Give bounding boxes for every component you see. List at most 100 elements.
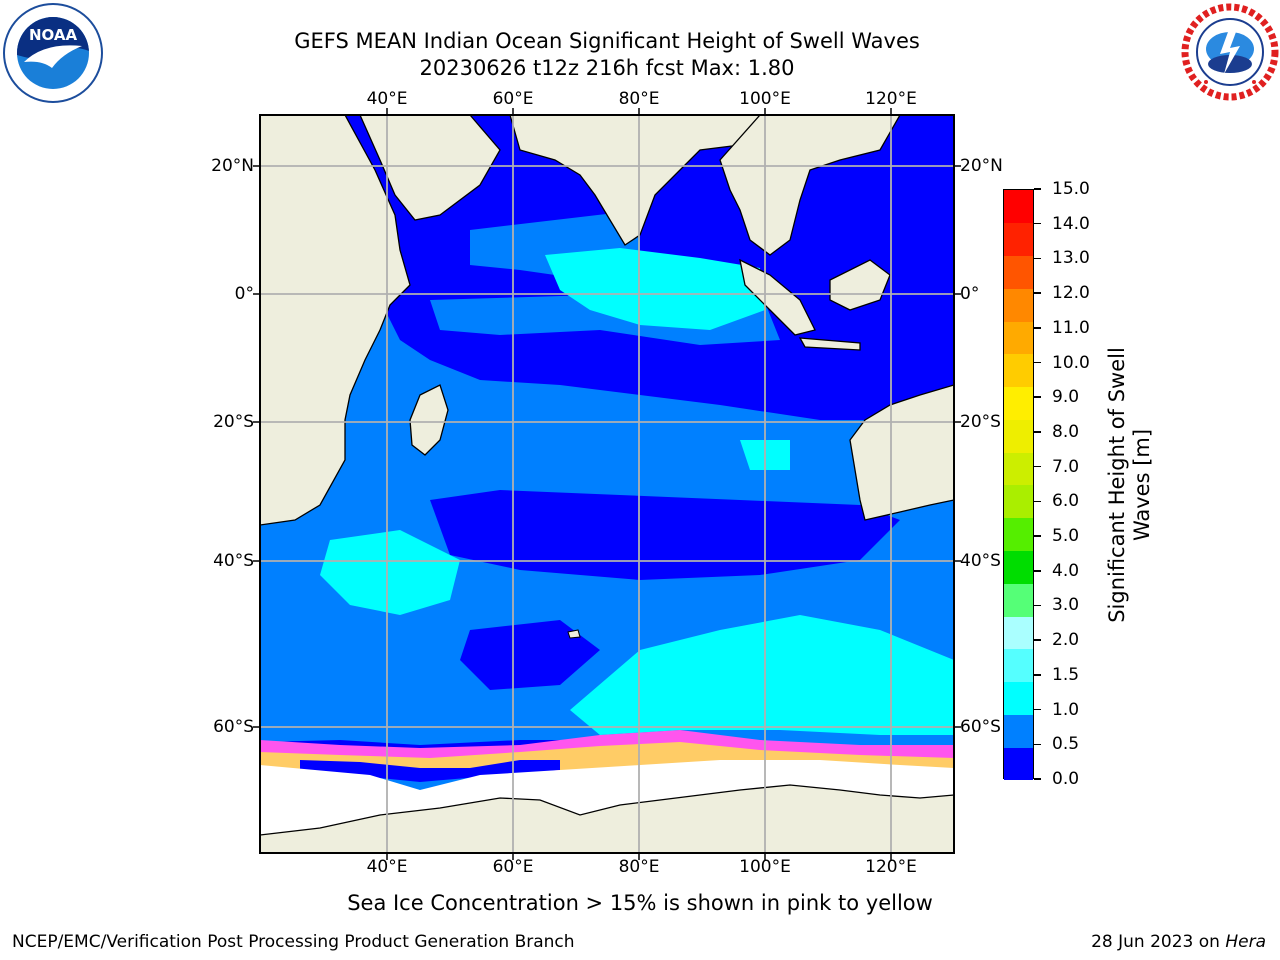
lon-label-bottom: 120°E — [865, 857, 917, 877]
credit-date-text: 28 Jun 2023 on — [1091, 932, 1226, 952]
colorbar-segment — [1004, 485, 1033, 519]
colorbar-tick-label: 2.0 — [1052, 630, 1080, 651]
colorbar-segment — [1004, 681, 1033, 715]
colorbar-tick-mark — [1034, 500, 1041, 503]
colorbar-segment — [1004, 648, 1033, 683]
land-australia — [849, 384, 954, 521]
swell-low-patch — [460, 620, 600, 690]
chart-title: GEFS MEAN Indian Ocean Significant Heigh… — [294, 29, 920, 53]
colorbar-tick-mark — [1034, 674, 1041, 676]
colorbar-label-line2: Waves [m] — [1130, 428, 1154, 542]
lat-label-right: 40°S — [960, 551, 1001, 571]
lat-label-left: 20°S — [213, 412, 254, 432]
credit-branch: NCEP/EMC/Verification Post Processing Pr… — [12, 932, 575, 952]
lat-label-left: 0° — [234, 284, 254, 304]
colorbar-segment — [1004, 452, 1033, 486]
colorbar-tick-mark — [1034, 570, 1041, 572]
colorbar-tick-mark — [1034, 327, 1041, 329]
lon-label-bottom: 100°E — [739, 857, 791, 877]
colorbar-tick-mark — [1034, 778, 1041, 780]
colorbar — [1003, 189, 1034, 781]
lon-label-top: 100°E — [739, 89, 791, 109]
colorbar-segment — [1004, 255, 1033, 289]
swell-cyan-south — [570, 615, 954, 735]
colorbar-tick-label: 13.0 — [1052, 248, 1090, 269]
land-sumatra — [739, 258, 816, 336]
colorbar-tick-label: 8.0 — [1052, 421, 1080, 442]
colorbar-tick-label: 0.0 — [1052, 769, 1080, 789]
colorbar-segment — [1004, 222, 1033, 257]
lon-label-bottom: 60°E — [492, 857, 534, 877]
colorbar-tick-mark — [1034, 396, 1041, 398]
colorbar-tick-label: 7.0 — [1052, 456, 1080, 477]
lat-label-right: 20°N — [960, 156, 1003, 176]
swell-low-band — [430, 490, 900, 580]
colorbar-tick-label: 1.0 — [1052, 699, 1080, 720]
colorbar-tick-label: 12.0 — [1052, 283, 1090, 304]
lon-label-bottom: 80°E — [618, 857, 660, 877]
colorbar-tick-label: 0.5 — [1052, 734, 1080, 755]
colorbar-segment — [1004, 616, 1033, 650]
colorbar-tick-label: 9.0 — [1052, 387, 1080, 408]
credit-date: 28 Jun 2023 on Hera — [1091, 932, 1266, 952]
colorbar-tick-mark — [1034, 708, 1041, 711]
colorbar-tick-mark — [1034, 257, 1041, 260]
sea-ice-footnote: Sea Ice Concentration > 15% is shown in … — [347, 891, 933, 915]
nws-logo-icon — [1181, 3, 1279, 101]
colorbar-tick-label: 14.0 — [1052, 213, 1090, 234]
colorbar-tick-label: 3.0 — [1052, 595, 1080, 616]
lat-label-right: 0° — [960, 284, 980, 304]
lat-label-right: 20°S — [960, 412, 1001, 432]
map-ticks — [253, 108, 961, 860]
colorbar-tick-label: 4.0 — [1052, 560, 1080, 581]
colorbar-tick-mark — [1034, 222, 1041, 225]
colorbar-tick-mark — [1034, 604, 1041, 607]
swell-cyan-eq — [545, 248, 765, 330]
colorbar-segment — [1004, 550, 1033, 584]
colorbar-tick-label: 1.5 — [1052, 664, 1080, 685]
colorbar-segment — [1004, 714, 1033, 748]
colorbar-segment — [1004, 353, 1033, 388]
lon-label-top: 40°E — [366, 89, 408, 109]
land-java — [798, 337, 861, 351]
colorbar-segment — [1004, 583, 1033, 617]
colorbar-tick-label: 5.0 — [1052, 526, 1080, 547]
land-borneo — [829, 259, 891, 311]
land-kerguelen — [567, 629, 581, 639]
noaa-logo-text: NOAA — [29, 26, 78, 44]
land-antarctica — [260, 784, 954, 853]
colorbar-tick-mark — [1034, 431, 1041, 433]
swell-cyan-sw — [320, 530, 460, 615]
colorbar-segment — [1004, 386, 1033, 420]
map-frame — [259, 114, 955, 854]
noaa-logo-icon: NOAA — [3, 3, 103, 103]
lon-label-bottom: 40°E — [366, 857, 408, 877]
colorbar-tick-mark — [1034, 639, 1041, 641]
credit-host: Hera — [1225, 932, 1266, 952]
colorbar-tick-mark — [1034, 535, 1041, 537]
lon-label-top: 120°E — [865, 89, 917, 109]
colorbar-label: Significant Height of Swell Waves [m] — [1105, 347, 1155, 623]
land-madagascar — [409, 384, 449, 456]
chart-subtitle: 20230626 t12z 216h fcst Max: 1.80 — [419, 56, 795, 80]
lat-label-right: 60°S — [960, 717, 1001, 737]
colorbar-tick-mark — [1034, 361, 1041, 364]
colorbar-tick-mark — [1034, 465, 1041, 468]
colorbar-segment — [1004, 517, 1033, 552]
colorbar-segment — [1004, 321, 1033, 355]
colorbar-segment — [1004, 419, 1033, 453]
colorbar-segment — [1004, 190, 1033, 224]
colorbar-tick-mark — [1034, 188, 1041, 190]
lat-label-left: 20°N — [211, 156, 254, 176]
graticule — [260, 115, 954, 853]
colorbar-label-line1: Significant Height of Swell — [1105, 347, 1129, 623]
colorbar-tick-label: 10.0 — [1052, 352, 1090, 373]
colorbar-tick-label: 11.0 — [1052, 317, 1090, 338]
colorbar-tick-label: 6.0 — [1052, 491, 1080, 512]
lat-label-left: 40°S — [213, 551, 254, 571]
lon-label-top: 60°E — [492, 89, 534, 109]
colorbar-segment — [1004, 747, 1033, 781]
colorbar-segment — [1004, 288, 1033, 322]
colorbar-tick-mark — [1034, 743, 1041, 746]
